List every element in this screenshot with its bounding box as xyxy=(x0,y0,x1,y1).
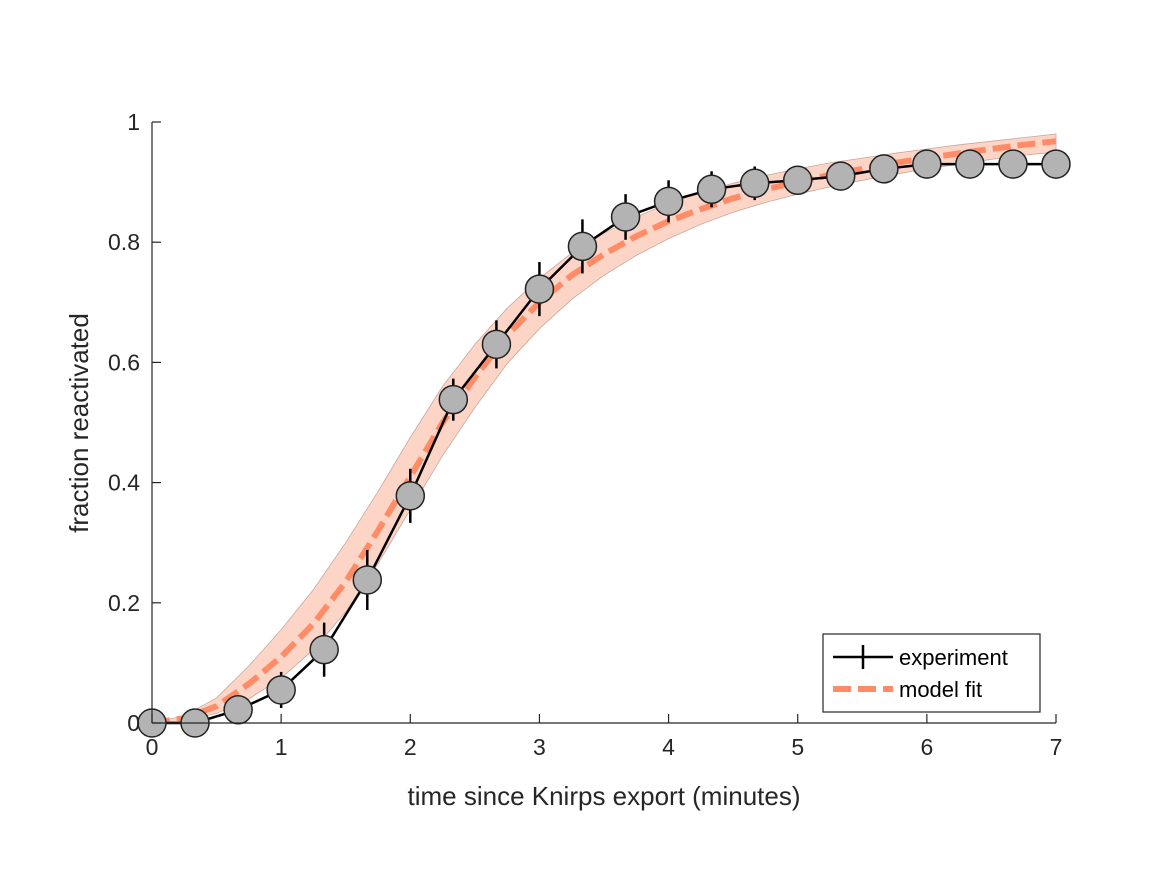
experiment-point xyxy=(955,149,985,179)
legend: experiment model fit xyxy=(822,633,1041,713)
experiment-point xyxy=(481,329,512,360)
x-tick-label: 4 xyxy=(662,734,675,760)
experiment-point xyxy=(825,161,856,191)
experiment-point xyxy=(610,202,641,232)
x-tick-label: 6 xyxy=(920,734,933,760)
y-tick-label: 0 xyxy=(127,710,140,736)
x-tick-label: 0 xyxy=(146,734,159,760)
legend-box xyxy=(822,633,1041,713)
experiment-point xyxy=(352,565,383,595)
experiment-point xyxy=(653,186,684,217)
model-fit-line xyxy=(151,138,1057,726)
legend-experiment-label: experiment xyxy=(899,645,1008,670)
y-tick-label: 0.4 xyxy=(108,470,140,496)
x-tick-label: 5 xyxy=(791,734,804,760)
model-fit-layer xyxy=(151,138,1057,726)
experiment-point xyxy=(869,154,899,184)
experiment-line xyxy=(152,162,1056,725)
experiment-point xyxy=(1041,149,1071,179)
experiment-layer xyxy=(137,149,1071,738)
experiment-point xyxy=(266,675,296,705)
experiment-point xyxy=(395,481,426,511)
experiment-point xyxy=(998,149,1028,179)
experiment-point xyxy=(696,174,727,205)
experiment-point xyxy=(524,274,555,304)
experiment-point xyxy=(912,149,942,179)
x-tick-label: 7 xyxy=(1050,734,1063,760)
y-tick-label: 0.2 xyxy=(108,590,140,616)
x-tick-label: 3 xyxy=(533,734,546,760)
experiment-point xyxy=(438,384,469,415)
x-tick-label: 1 xyxy=(275,734,288,760)
y-tick-label: 0.6 xyxy=(108,349,140,375)
legend-model-fit-label: model fit xyxy=(899,677,982,702)
y-axis-label: fraction reactivated xyxy=(64,313,94,533)
experiment-point xyxy=(223,695,253,725)
experiment-point xyxy=(309,634,339,665)
y-tick-label: 0.8 xyxy=(108,229,140,255)
axes xyxy=(151,121,1057,724)
experiment-point xyxy=(567,231,598,262)
tick-labels: 0 1 2 3 4 5 6 7 0 0.2 0.4 0.6 0.8 1 xyxy=(108,109,1062,760)
x-axis-label: time since Knirps export (minutes) xyxy=(407,781,800,811)
y-tick-label: 1 xyxy=(127,109,140,135)
x-tick-label: 2 xyxy=(404,734,417,760)
experiment-point xyxy=(782,165,813,196)
experiment-point xyxy=(739,168,770,199)
